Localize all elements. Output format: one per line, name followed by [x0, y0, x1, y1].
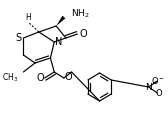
Text: S: S [16, 33, 22, 43]
Text: H: H [25, 13, 31, 22]
Text: O: O [36, 73, 44, 83]
Text: $^+$: $^+$ [151, 81, 158, 87]
Text: O: O [65, 72, 73, 82]
Text: O: O [155, 90, 162, 99]
Text: O$^-$: O$^-$ [151, 75, 165, 85]
Text: NH$_2$: NH$_2$ [71, 8, 89, 20]
Polygon shape [56, 16, 65, 26]
Text: O: O [79, 29, 87, 39]
Text: N: N [55, 37, 63, 47]
Text: CH$_3$: CH$_3$ [3, 72, 19, 84]
Text: N: N [145, 83, 152, 91]
